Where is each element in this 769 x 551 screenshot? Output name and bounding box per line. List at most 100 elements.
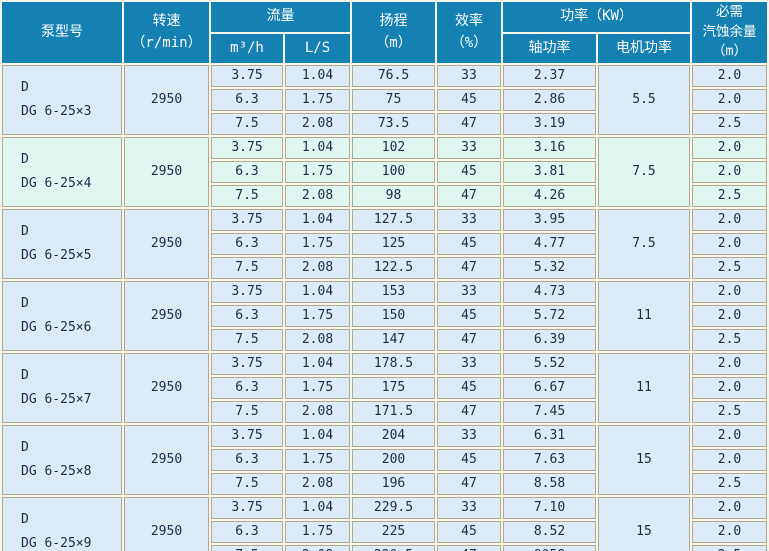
head-cell: 150 bbox=[352, 304, 435, 327]
efficiency-cell: 45 bbox=[437, 232, 501, 255]
spec-row: D DG 6-25×7 2950 3.75 1.04 178.5 33 5.52 11 2.0 bbox=[2, 352, 768, 423]
flow-ls-cell: 1.04 bbox=[285, 496, 350, 519]
efficiency-cell: 47 bbox=[437, 328, 501, 351]
flow-ls-cell: 2.08 bbox=[285, 112, 350, 135]
efficiency-cell: 45 bbox=[437, 160, 501, 183]
shaft-power-cell: 3.95 bbox=[503, 208, 596, 231]
col-header-npsh: 必需 汽蚀余量 （m） bbox=[692, 2, 768, 63]
col-header-speed: 转速 （r/min） bbox=[124, 2, 209, 63]
spec-row: D DG 6-25×6 2950 3.75 1.04 153 33 4.73 11 2.0 bbox=[2, 280, 768, 351]
head-cell: 229.5 bbox=[352, 496, 435, 519]
flow-ls-cell: 1.75 bbox=[285, 448, 350, 471]
npsh-cell: 2.5 bbox=[692, 184, 768, 207]
flow-ls-cell: 1.04 bbox=[285, 352, 350, 375]
col-header-head: 扬程 （m） bbox=[352, 2, 435, 63]
pump-model-cell: D DG 6-25×5 bbox=[2, 208, 122, 279]
spec-row: 6.3 1.75 75 45 2.86 2.0 bbox=[2, 88, 768, 111]
flow-ls-cell: 1.04 bbox=[285, 424, 350, 447]
flow-m3h-cell: 6.3 bbox=[211, 520, 283, 543]
spec-row: 6.3 1.75 100 45 3.81 2.0 bbox=[2, 160, 768, 183]
head-cell: 196 bbox=[352, 472, 435, 495]
npsh-cell: 2.0 bbox=[692, 352, 768, 375]
spec-row: 6.3 1.75 225 45 8.52 2.0 bbox=[2, 520, 768, 543]
flow-m3h-cell: 6.3 bbox=[211, 376, 283, 399]
head-cell: 178.5 bbox=[352, 352, 435, 375]
npsh-cell: 2.0 bbox=[692, 496, 768, 519]
spec-row: 7.5 2.08 98 47 4.26 2.5 bbox=[2, 184, 768, 207]
spec-row: 6.3 1.75 200 45 7.63 2.0 bbox=[2, 448, 768, 471]
head-cell: 175 bbox=[352, 376, 435, 399]
efficiency-cell: 47 bbox=[437, 184, 501, 207]
col-header-power: 功率（KW） bbox=[503, 2, 691, 33]
spec-row: 6.3 1.75 175 45 6.67 2.0 bbox=[2, 376, 768, 399]
col-header-efficiency: 效率 （%） bbox=[437, 2, 501, 63]
flow-m3h-cell: 7.5 bbox=[211, 400, 283, 423]
flow-ls-cell: 2.08 bbox=[285, 544, 350, 551]
head-cell: 76.5 bbox=[352, 64, 435, 87]
efficiency-cell: 33 bbox=[437, 280, 501, 303]
speed-cell: 2950 bbox=[124, 424, 209, 495]
spec-row: D DG 6-25×8 2950 3.75 1.04 204 33 6.31 15 2.0 bbox=[2, 424, 768, 495]
flow-m3h-cell: 7.5 bbox=[211, 328, 283, 351]
efficiency-cell: 47 bbox=[437, 544, 501, 551]
speed-cell: 2950 bbox=[124, 352, 209, 423]
flow-m3h-cell: 6.3 bbox=[211, 304, 283, 327]
shaft-power-cell: 7.63 bbox=[503, 448, 596, 471]
motor-power-cell: 11 bbox=[598, 280, 691, 351]
efficiency-cell: 33 bbox=[437, 352, 501, 375]
pump-model-cell: D DG 6-25×9 bbox=[2, 496, 122, 551]
npsh-cell: 2.5 bbox=[692, 400, 768, 423]
flow-m3h-cell: 3.75 bbox=[211, 424, 283, 447]
npsh-cell: 2.0 bbox=[692, 424, 768, 447]
efficiency-cell: 33 bbox=[437, 424, 501, 447]
npsh-cell: 2.5 bbox=[692, 328, 768, 351]
shaft-power-cell: 7.10 bbox=[503, 496, 596, 519]
flow-ls-cell: 1.75 bbox=[285, 376, 350, 399]
shaft-power-cell: 5.52 bbox=[503, 352, 596, 375]
flow-ls-cell: 1.75 bbox=[285, 160, 350, 183]
npsh-cell: 2.0 bbox=[692, 88, 768, 111]
flow-m3h-cell: 7.5 bbox=[211, 472, 283, 495]
shaft-power-cell: 4.73 bbox=[503, 280, 596, 303]
motor-power-cell: 15 bbox=[598, 424, 691, 495]
efficiency-cell: 47 bbox=[437, 256, 501, 279]
pump-model-cell: D DG 6-25×7 bbox=[2, 352, 122, 423]
efficiency-cell: 45 bbox=[437, 376, 501, 399]
spec-row: D DG 6-25×5 2950 3.75 1.04 127.5 33 3.95 7.5 2.0 bbox=[2, 208, 768, 279]
col-header-flow-ls: L/S bbox=[285, 34, 350, 63]
npsh-cell: 2.0 bbox=[692, 160, 768, 183]
efficiency-cell: 47 bbox=[437, 472, 501, 495]
shaft-power-cell: 7.45 bbox=[503, 400, 596, 423]
npsh-cell: 2.5 bbox=[692, 112, 768, 135]
speed-cell: 2950 bbox=[124, 136, 209, 207]
npsh-cell: 2.0 bbox=[692, 136, 768, 159]
npsh-cell: 2.5 bbox=[692, 544, 768, 551]
efficiency-cell: 33 bbox=[437, 136, 501, 159]
flow-ls-cell: 1.04 bbox=[285, 280, 350, 303]
npsh-cell: 2.0 bbox=[692, 280, 768, 303]
npsh-cell: 2.0 bbox=[692, 64, 768, 87]
head-cell: 100 bbox=[352, 160, 435, 183]
flow-ls-cell: 1.04 bbox=[285, 64, 350, 87]
spec-row: 7.5 2.08 73.5 47 3.19 2.5 bbox=[2, 112, 768, 135]
pump-model-cell: D DG 6-25×8 bbox=[2, 424, 122, 495]
flow-ls-cell: 1.04 bbox=[285, 208, 350, 231]
speed-cell: 2950 bbox=[124, 496, 209, 551]
flow-ls-cell: 2.08 bbox=[285, 400, 350, 423]
flow-m3h-cell: 6.3 bbox=[211, 448, 283, 471]
flow-m3h-cell: 7.5 bbox=[211, 112, 283, 135]
head-cell: 204 bbox=[352, 424, 435, 447]
shaft-power-cell: 4.26 bbox=[503, 184, 596, 207]
head-cell: 75 bbox=[352, 88, 435, 111]
col-header-shaft-power: 轴功率 bbox=[503, 34, 596, 63]
efficiency-cell: 47 bbox=[437, 112, 501, 135]
npsh-cell: 2.0 bbox=[692, 232, 768, 255]
head-cell: 127.5 bbox=[352, 208, 435, 231]
head-cell: 102 bbox=[352, 136, 435, 159]
shaft-power-cell: 3.19 bbox=[503, 112, 596, 135]
pump-model-cell: D DG 6-25×3 bbox=[2, 64, 122, 135]
efficiency-cell: 45 bbox=[437, 448, 501, 471]
speed-cell: 2950 bbox=[124, 280, 209, 351]
npsh-cell: 2.0 bbox=[692, 304, 768, 327]
